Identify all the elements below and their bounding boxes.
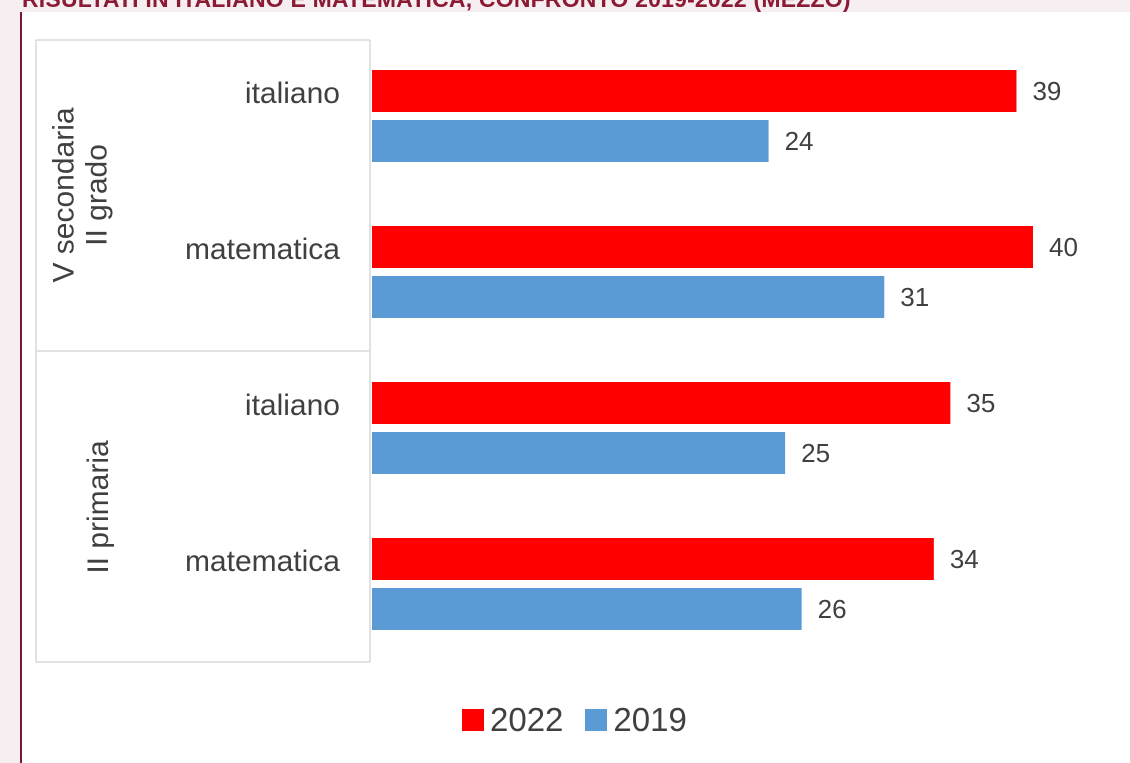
category-label: italiano: [245, 389, 340, 422]
group-label-2: II primaria: [82, 440, 115, 574]
data-label-2022: 39: [1032, 76, 1061, 106]
legend: 2022 2019: [462, 700, 687, 740]
legend-item-2022: 2022: [462, 701, 563, 739]
data-label-2022: 35: [966, 388, 995, 418]
bar-2022: [372, 226, 1033, 268]
group-label-1: V secondariaII grado: [48, 107, 114, 282]
legend-swatch-2022: [462, 709, 484, 731]
legend-label-2022: 2022: [490, 701, 564, 738]
data-label-2019: 31: [900, 282, 929, 312]
bar-2019: [372, 276, 885, 318]
data-label-2019: 25: [801, 438, 830, 468]
category-label: matematica: [185, 545, 340, 578]
legend-swatch-2019: [585, 709, 608, 731]
bar-2019: [372, 432, 786, 474]
category-label: italiano: [245, 77, 340, 110]
chart-title: RISULTATI IN ITALIANO E MATEMATICA, CONF…: [22, 0, 851, 12]
legend-label-2019: 2019: [613, 701, 687, 738]
category-label: matematica: [185, 233, 340, 266]
bar-2022: [372, 70, 1017, 112]
data-label-2022: 34: [950, 544, 979, 574]
data-label-2019: 24: [785, 126, 814, 156]
legend-item-2019: 2019: [585, 701, 687, 739]
bar-2019: [372, 120, 769, 162]
bar-2022: [372, 538, 934, 580]
data-label-2019: 26: [818, 594, 847, 624]
data-label-2022: 40: [1049, 232, 1078, 262]
bar-2019: [372, 588, 802, 630]
title-strip: RISULTATI IN ITALIANO E MATEMATICA, CONF…: [0, 0, 1130, 12]
bar-2022: [372, 382, 951, 424]
